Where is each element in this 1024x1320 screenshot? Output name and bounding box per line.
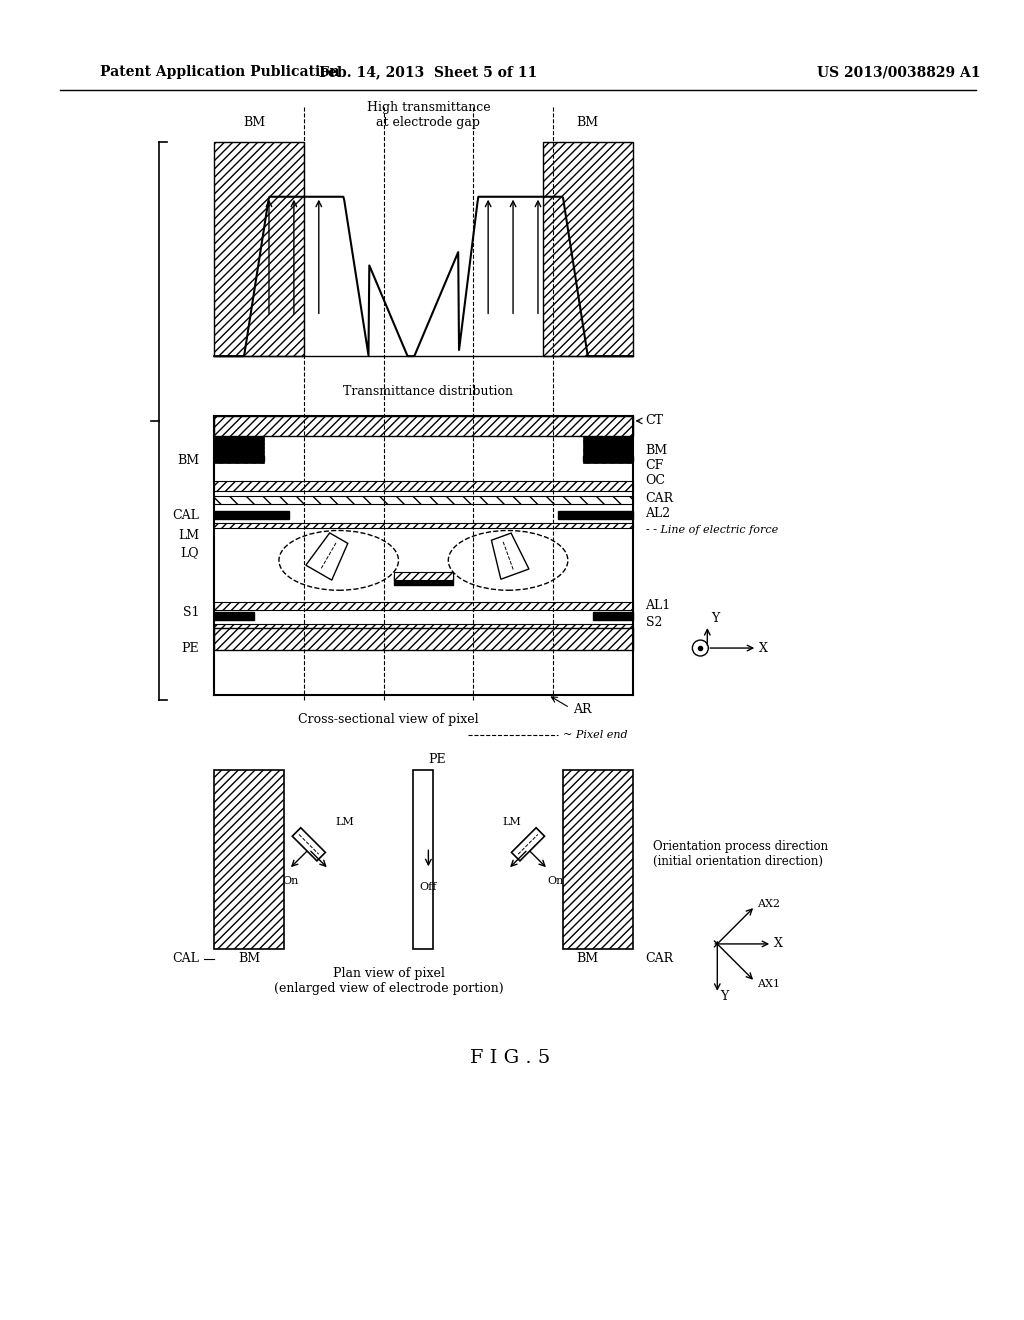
Bar: [414, 770, 433, 949]
Text: High transmittance: High transmittance: [367, 100, 490, 114]
Bar: [214, 624, 633, 632]
Bar: [214, 143, 304, 356]
Text: Plan view of pixel: Plan view of pixel: [333, 968, 444, 981]
Bar: [214, 480, 633, 491]
Text: LM: LM: [178, 529, 200, 543]
Text: F I G . 5: F I G . 5: [470, 1049, 550, 1068]
Text: BM: BM: [243, 116, 265, 128]
Text: On: On: [283, 876, 299, 886]
Text: AL1: AL1: [645, 599, 671, 611]
Text: PE: PE: [428, 754, 446, 766]
Bar: [214, 523, 633, 528]
Bar: [214, 602, 633, 610]
Bar: [393, 576, 454, 585]
Text: at electrode gap: at electrode gap: [377, 116, 480, 128]
Text: CAR: CAR: [645, 492, 674, 506]
Text: BM: BM: [577, 116, 599, 128]
Text: CAL: CAL: [172, 952, 200, 965]
Text: PE: PE: [181, 642, 200, 655]
Text: ~ Pixel end: ~ Pixel end: [563, 730, 628, 739]
Bar: [214, 511, 289, 519]
Bar: [214, 495, 633, 504]
Bar: [214, 628, 633, 649]
Bar: [543, 143, 633, 356]
Text: X: X: [759, 642, 768, 655]
Text: Transmittance distribution: Transmittance distribution: [343, 384, 513, 397]
Text: - - Line of electric force: - - Line of electric force: [645, 525, 778, 536]
Text: Cross-sectional view of pixel: Cross-sectional view of pixel: [298, 713, 479, 726]
Text: BM: BM: [577, 952, 599, 965]
Text: Y: Y: [720, 990, 728, 1003]
Text: S2: S2: [645, 615, 662, 628]
Text: Patent Application Publication: Patent Application Publication: [99, 65, 339, 79]
Text: Y: Y: [712, 611, 720, 624]
Bar: [214, 436, 264, 463]
Bar: [583, 455, 633, 461]
Text: Off: Off: [420, 882, 437, 892]
Text: BM: BM: [238, 952, 260, 965]
Text: CT: CT: [645, 414, 664, 428]
Text: Orientation process direction
(initial orientation direction): Orientation process direction (initial o…: [652, 841, 827, 869]
Bar: [214, 455, 264, 461]
Text: LM: LM: [335, 817, 354, 828]
Text: CF: CF: [645, 459, 664, 473]
Text: Feb. 14, 2013  Sheet 5 of 11: Feb. 14, 2013 Sheet 5 of 11: [319, 65, 538, 79]
Bar: [593, 612, 633, 620]
Text: LM: LM: [503, 817, 521, 828]
Text: On: On: [548, 876, 564, 886]
Text: BM: BM: [645, 445, 668, 457]
Text: AX1: AX1: [757, 978, 780, 989]
Text: BM: BM: [177, 454, 200, 467]
Bar: [214, 612, 254, 620]
Text: AL2: AL2: [645, 507, 671, 520]
Bar: [214, 416, 633, 436]
Text: (enlarged view of electrode portion): (enlarged view of electrode portion): [273, 982, 504, 995]
Bar: [563, 770, 633, 949]
Text: OC: OC: [645, 474, 666, 487]
Bar: [558, 511, 633, 519]
Text: CAR: CAR: [645, 952, 674, 965]
Text: AR: AR: [572, 704, 591, 717]
Bar: [393, 573, 454, 581]
Text: CAL: CAL: [172, 510, 200, 521]
Text: S1: S1: [182, 606, 200, 619]
Bar: [214, 770, 284, 949]
Text: X: X: [774, 937, 783, 950]
Text: US 2013/0038829 A1: US 2013/0038829 A1: [817, 65, 980, 79]
Bar: [583, 436, 633, 463]
Text: LQ: LQ: [180, 546, 200, 558]
Text: AX2: AX2: [757, 899, 780, 909]
